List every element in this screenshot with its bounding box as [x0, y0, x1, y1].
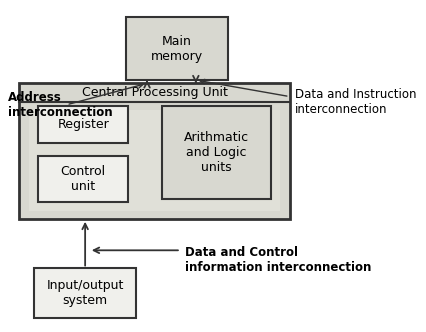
Text: Control
unit: Control unit: [60, 165, 106, 193]
Text: Address
interconnection: Address interconnection: [8, 91, 112, 119]
Bar: [126, 17, 227, 80]
Text: Central Processing Unit: Central Processing Unit: [81, 86, 227, 99]
Text: Arithmatic
and Logic
units: Arithmatic and Logic units: [184, 131, 248, 174]
Bar: [162, 107, 270, 199]
Bar: [29, 110, 279, 210]
Bar: [38, 107, 128, 143]
Text: Register: Register: [57, 118, 109, 131]
Text: Data and Instruction
interconnection: Data and Instruction interconnection: [295, 88, 416, 116]
Text: Input/output
system: Input/output system: [46, 279, 124, 307]
Text: Data and Control
information interconnection: Data and Control information interconnec…: [184, 246, 370, 274]
Bar: [35, 269, 135, 318]
Bar: [38, 156, 128, 203]
Bar: [20, 83, 289, 219]
Text: Main
memory: Main memory: [151, 35, 203, 63]
